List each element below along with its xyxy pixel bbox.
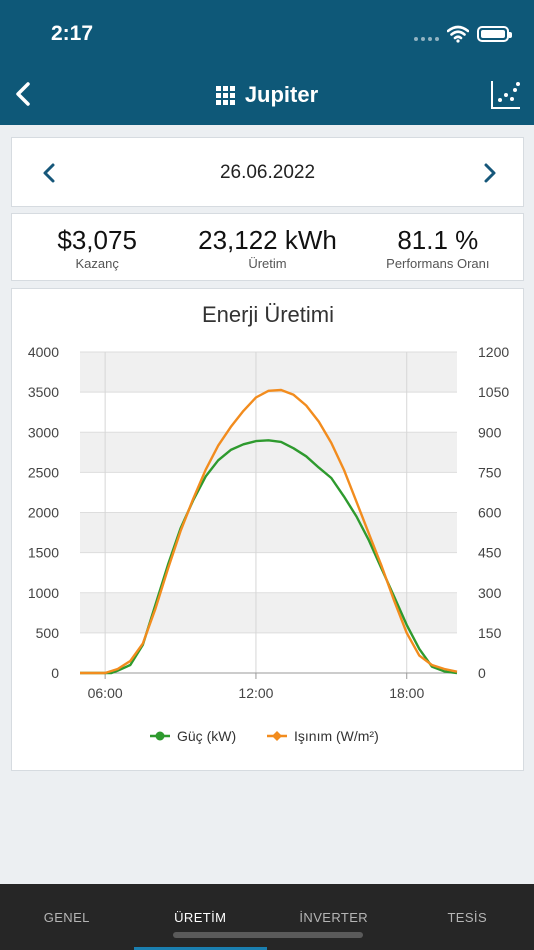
navbar-title-group: Jupiter [0, 82, 534, 108]
battery-icon [477, 26, 512, 42]
status-time: 2:17 [51, 22, 94, 45]
navigation-bar: Jupiter [0, 64, 534, 125]
tab-bar: GENEL ÜRETİM İNVERTER TESİS [0, 884, 534, 950]
stat-earnings-label: Kazanç [75, 256, 119, 271]
grid-icon [215, 85, 235, 105]
x-tick-label: 12:00 [238, 685, 273, 701]
x-tick-label: 06:00 [88, 685, 123, 701]
tab-tesis[interactable]: TESİS [447, 910, 488, 925]
stat-earnings-value: $3,075 [57, 225, 137, 255]
y-left-tick-label: 0 [51, 665, 59, 681]
y-left-tick-label: 1500 [28, 545, 59, 561]
y-right-tick-label: 900 [478, 424, 502, 440]
stat-earnings: $3,075 Kazanç [12, 214, 182, 280]
summary-stats: $3,075 Kazanç 23,122 kWh Üretim 81.1 % P… [11, 213, 524, 281]
chart-title: Enerji Üretimi [202, 302, 334, 327]
stat-production-value: 23,122 kWh [198, 225, 337, 255]
legend-label: Işınım (W/m²) [294, 728, 379, 744]
legend-label: Güç (kW) [177, 728, 236, 744]
scatter-chart-icon[interactable] [489, 78, 523, 112]
wifi-icon [447, 25, 469, 43]
page-title: Jupiter [244, 82, 319, 107]
series-line-irradiance [80, 388, 458, 675]
stat-production: 23,122 kWh Üretim [182, 214, 352, 280]
y-left-tick-label: 3500 [28, 384, 59, 400]
y-left-tick-label: 1000 [28, 585, 59, 601]
y-right-tick-label: 450 [478, 545, 502, 561]
previous-date-chevron-icon[interactable] [37, 160, 63, 186]
y-left-tick-label: 3000 [28, 424, 59, 440]
tab-uretim[interactable]: ÜRETİM [133, 884, 268, 950]
y-right-tick-label: 300 [478, 585, 502, 601]
y-right-tick-label: 1200 [478, 344, 509, 360]
tab-inverter[interactable]: İNVERTER [299, 910, 369, 925]
y-right-tick-label: 600 [478, 505, 502, 521]
series-line-power [80, 439, 458, 675]
y-left-tick-label: 2500 [28, 464, 59, 480]
stat-production-label: Üretim [248, 256, 287, 271]
y-right-tick-label: 750 [478, 464, 502, 480]
home-indicator [173, 932, 363, 938]
legend-marker-diamond [272, 731, 282, 741]
stat-performance-label: Performans Oranı [386, 256, 490, 271]
cellular-signal-icon [414, 37, 439, 41]
selected-date[interactable]: 26.06.2022 [219, 162, 316, 183]
y-right-tick-label: 150 [478, 625, 502, 641]
y-left-tick-label: 2000 [28, 505, 59, 521]
chart-band [80, 512, 457, 553]
next-date-chevron-icon[interactable] [476, 160, 502, 186]
y-left-tick-label: 4000 [28, 344, 59, 360]
stat-performance: 81.1 % Performans Oranı [353, 214, 523, 280]
y-right-tick-label: 1050 [478, 384, 509, 400]
status-bar: 2:17 [0, 0, 534, 64]
y-right-tick-label: 0 [478, 665, 486, 681]
stat-performance-value: 81.1 % [397, 225, 479, 255]
chart-band [80, 352, 457, 393]
y-left-tick-label: 500 [36, 625, 60, 641]
energy-chart-card: Enerji Üretimi 0 500 1000 1500 2000 2500 3000 35… [11, 288, 524, 771]
legend-marker-circle [155, 731, 165, 741]
energy-production-chart: Enerji Üretimi05001000150020002500300035… [28, 302, 510, 744]
chart-band [80, 432, 457, 473]
date-navigator: 26.06.2022 [11, 137, 524, 207]
tab-genel[interactable]: GENEL [43, 910, 90, 925]
x-tick-label: 18:00 [389, 685, 424, 701]
back-chevron-icon[interactable] [8, 76, 44, 112]
